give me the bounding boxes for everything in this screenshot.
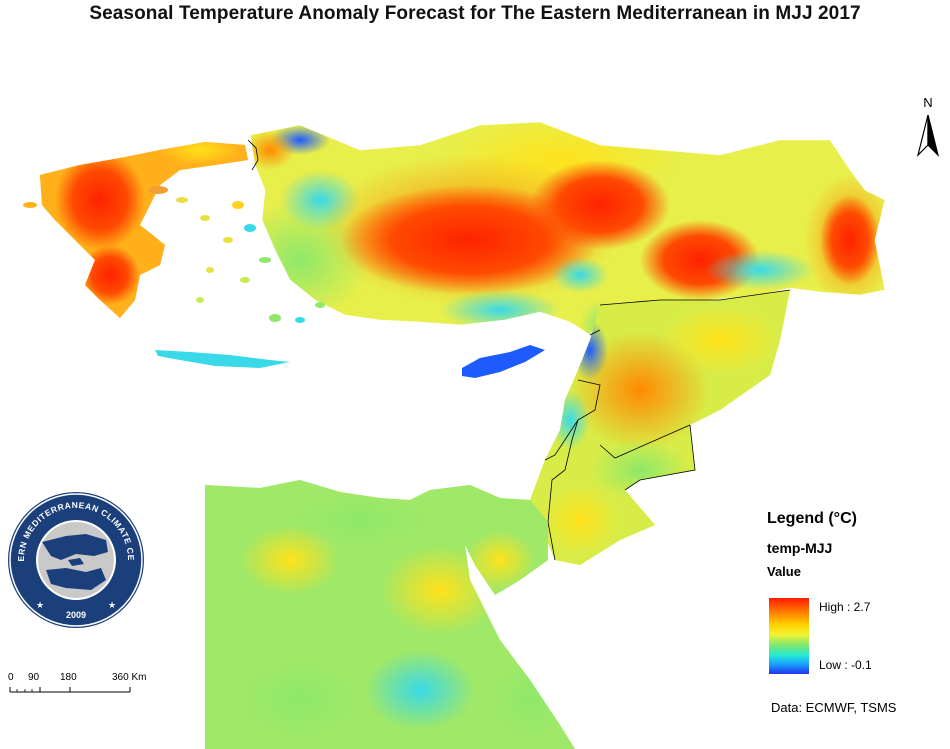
map-legend: Legend (°C) temp-MJJ Value High : 2.7 Lo… <box>767 510 942 674</box>
emcc-logo: EASTERN MEDITERRANEAN CLIMATE CENTRE 200… <box>3 482 146 630</box>
legend-field-name: Value <box>767 564 801 579</box>
data-credit: Data: ECMWF, TSMS <box>771 700 897 715</box>
legend-high-label: High : 2.7 <box>819 600 871 614</box>
scale-tick-label: 90 <box>28 672 40 683</box>
star-icon: ★ <box>36 601 44 611</box>
legend-color-ramp <box>769 598 809 674</box>
star-icon: ★ <box>108 601 116 611</box>
turkey-region <box>249 121 886 336</box>
legend-layer-name: temp-MJJ <box>767 540 833 556</box>
legend-title: Legend (°C) <box>767 510 857 527</box>
aegean-islands <box>23 186 325 368</box>
scale-bar: 0 90 180 360 Km <box>8 672 168 702</box>
turkey-greece-border <box>247 139 259 171</box>
north-arrow: N <box>910 95 946 159</box>
greece-region <box>40 142 248 318</box>
emcc-logo-icon: EASTERN MEDITERRANEAN CLIMATE CENTRE 200… <box>3 482 144 628</box>
levant-region <box>530 289 791 565</box>
map-title: Seasonal Temperature Anomaly Forecast fo… <box>89 3 861 24</box>
egypt-region <box>205 480 575 749</box>
cyprus-region <box>462 345 545 378</box>
scale-tick-label: 360 Km <box>112 672 147 683</box>
logo-year: 2009 <box>66 610 86 620</box>
scale-tick-label: 0 <box>8 672 14 683</box>
legend-low-label: Low : -0.1 <box>819 658 872 672</box>
scale-tick-label: 180 <box>60 672 77 683</box>
scale-bar-line <box>9 687 131 693</box>
north-arrow-icon <box>916 114 940 157</box>
north-label: N <box>923 95 933 110</box>
